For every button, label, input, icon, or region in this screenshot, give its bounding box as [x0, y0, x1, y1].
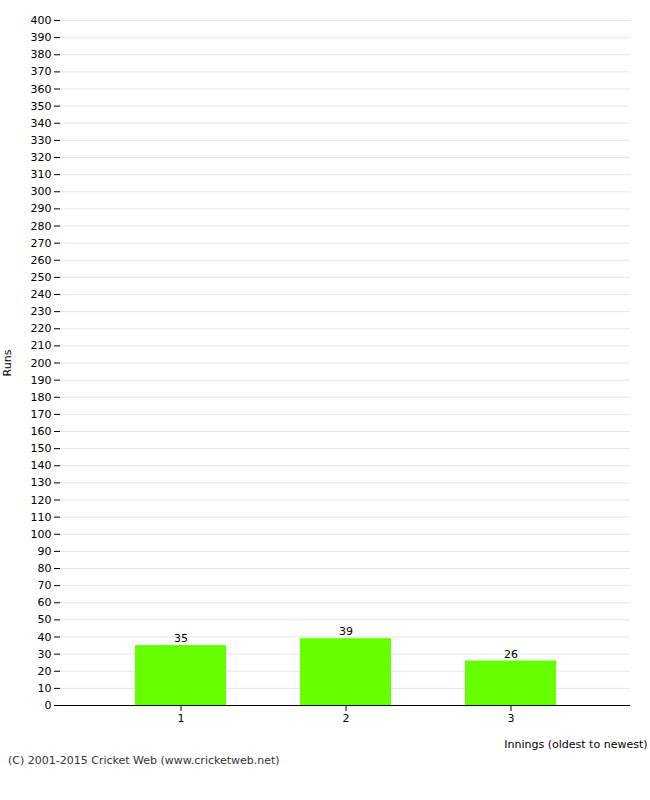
svg-text:280: 280 — [31, 220, 52, 233]
svg-text:170: 170 — [31, 408, 52, 421]
html-text:(C) 2001-2015 Cricket Web (www: (C) 2001-2015 Cricket Web (www.cricketwe… — [8, 754, 280, 767]
svg-text:80: 80 — [38, 562, 52, 575]
svg-text:220: 220 — [31, 322, 52, 335]
svg-text:330: 330 — [31, 134, 52, 147]
svg-text:0: 0 — [45, 699, 52, 712]
svg-text:10: 10 — [38, 682, 52, 695]
svg-text:260: 260 — [31, 254, 52, 267]
svg-text:370: 370 — [31, 65, 52, 78]
svg-text:200: 200 — [31, 357, 52, 370]
svg-text:60: 60 — [38, 596, 52, 609]
svg-text:350: 350 — [31, 100, 52, 113]
svg-text:230: 230 — [31, 305, 52, 318]
svg-text:390: 390 — [31, 31, 52, 44]
svg-text:150: 150 — [31, 442, 52, 455]
svg-text:90: 90 — [38, 545, 52, 558]
svg-text:70: 70 — [38, 579, 52, 592]
svg-text:320: 320 — [31, 151, 52, 164]
svg-text:3: 3 — [508, 712, 515, 725]
svg-text:240: 240 — [31, 288, 52, 301]
svg-text:40: 40 — [38, 631, 52, 644]
svg-text:160: 160 — [31, 425, 52, 438]
svg-text:360: 360 — [31, 83, 52, 96]
svg-text:2: 2 — [343, 712, 350, 725]
svg-text:20: 20 — [38, 665, 52, 678]
svg-text:340: 340 — [31, 117, 52, 130]
svg-text:130: 130 — [31, 476, 52, 489]
svg-text:Runs: Runs — [1, 349, 14, 376]
svg-text:380: 380 — [31, 48, 52, 61]
svg-text:140: 140 — [31, 459, 52, 472]
svg-text:120: 120 — [31, 494, 52, 507]
svg-text:39: 39 — [339, 625, 353, 638]
svg-text:100: 100 — [31, 528, 52, 541]
svg-text:35: 35 — [174, 632, 188, 645]
svg-text:270: 270 — [31, 237, 52, 250]
svg-text:250: 250 — [31, 271, 52, 284]
svg-text:30: 30 — [38, 648, 52, 661]
svg-text:190: 190 — [31, 374, 52, 387]
svg-text:Innings (oldest to newest): Innings (oldest to newest) — [504, 738, 647, 751]
svg-text:400: 400 — [31, 14, 52, 27]
svg-text:180: 180 — [31, 391, 52, 404]
svg-text:50: 50 — [38, 613, 52, 626]
svg-text:290: 290 — [31, 202, 52, 215]
svg-text:310: 310 — [31, 168, 52, 181]
svg-text:1: 1 — [178, 712, 185, 725]
svg-text:26: 26 — [504, 647, 518, 660]
svg-text:210: 210 — [31, 339, 52, 352]
svg-text:110: 110 — [31, 511, 52, 524]
svg-text:300: 300 — [31, 185, 52, 198]
